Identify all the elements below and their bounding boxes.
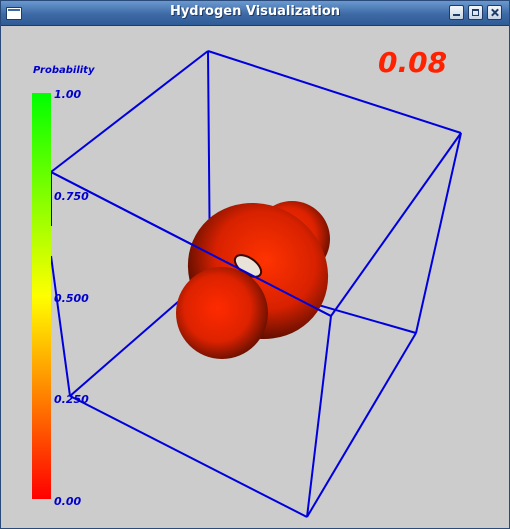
time-readout: 0.08: [378, 46, 447, 79]
window-menu-icon[interactable]: [6, 7, 22, 20]
orbital-surface: [176, 201, 330, 359]
cube-edge: [306, 332, 417, 518]
colorbar-title: Probability: [33, 65, 95, 76]
orbital-lobe-front: [176, 267, 268, 359]
colorbar-tick-label: 0.00: [54, 495, 81, 508]
colorbar-tick-label: 0.250: [54, 393, 89, 406]
colorbar-tick-label: 0.500: [54, 292, 89, 305]
cube-edge: [50, 50, 209, 173]
cube-edge: [330, 132, 462, 317]
colorbar-tick-label: 1.00: [54, 88, 81, 101]
probability-colorbar: Probability 1.00 0.750 0.500 0.250 0.00: [32, 65, 95, 508]
orbital-torus-hole: [234, 255, 262, 277]
scene-canvas[interactable]: Probability 1.00 0.750 0.500 0.250 0.00 …: [2, 26, 508, 528]
cube-edge: [207, 50, 462, 134]
cube-edge: [69, 395, 308, 518]
colorbar-gradient: [32, 93, 51, 499]
cube-edge-front: [50, 171, 332, 317]
cube-edge: [415, 132, 462, 334]
close-button[interactable]: [487, 5, 502, 20]
minimize-button[interactable]: [449, 5, 464, 20]
title-bar[interactable]: Hydrogen Visualization: [1, 1, 509, 26]
render-viewport[interactable]: Probability 1.00 0.750 0.500 0.250 0.00 …: [2, 26, 508, 528]
colorbar-tick-label: 0.750: [54, 190, 89, 203]
cube-edge: [306, 315, 332, 518]
cube-edge: [50, 255, 71, 397]
window-title: Hydrogen Visualization: [169, 4, 341, 19]
maximize-button[interactable]: [468, 5, 483, 20]
